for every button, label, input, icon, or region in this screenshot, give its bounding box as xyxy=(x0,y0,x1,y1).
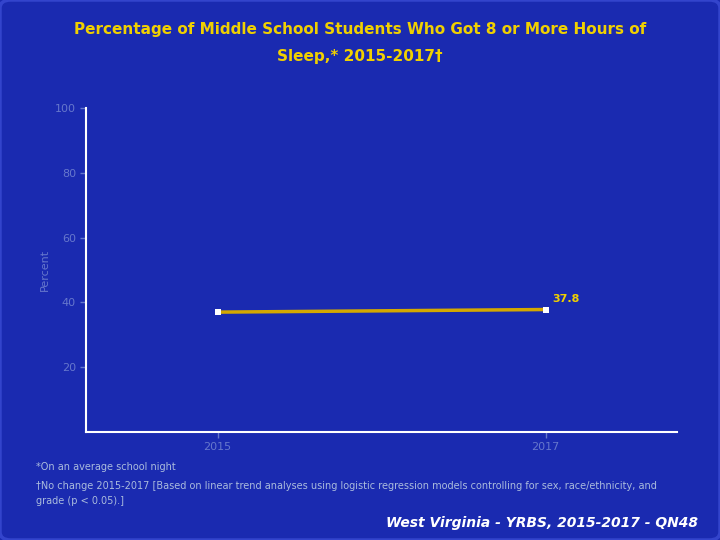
Text: Percentage of Middle School Students Who Got 8 or More Hours of: Percentage of Middle School Students Who… xyxy=(74,22,646,37)
Text: †No change 2015-2017 [Based on linear trend analyses using logistic regression m: †No change 2015-2017 [Based on linear tr… xyxy=(36,481,657,491)
Text: West Virginia - YRBS, 2015-2017 - QN48: West Virginia - YRBS, 2015-2017 - QN48 xyxy=(387,516,698,530)
Y-axis label: Percent: Percent xyxy=(40,249,50,291)
Text: Sleep,* 2015-2017†: Sleep,* 2015-2017† xyxy=(277,49,443,64)
Text: grade (p < 0.05).]: grade (p < 0.05).] xyxy=(36,496,124,506)
Text: 37.8: 37.8 xyxy=(552,294,580,304)
Text: *On an average school night: *On an average school night xyxy=(36,462,176,472)
